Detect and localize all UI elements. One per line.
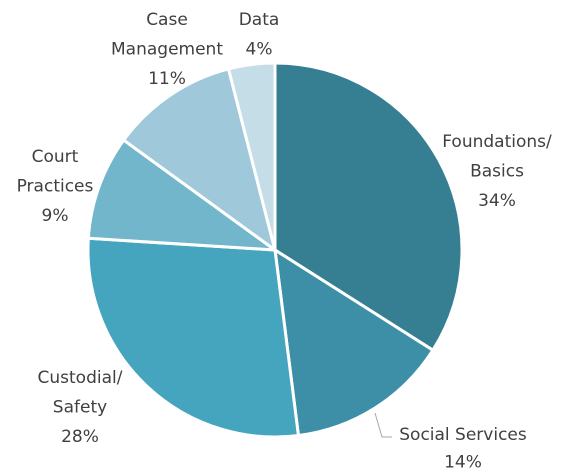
- slice-value-label: 34%: [478, 191, 516, 211]
- slice-value-label: 4%: [246, 40, 273, 60]
- pie-slice: [86, 236, 301, 439]
- slice-value-label: 14%: [444, 453, 482, 473]
- slice-label: Case Management: [111, 10, 223, 60]
- slice-label: Custodial/Safety: [38, 368, 123, 418]
- slice-value-label: 28%: [61, 427, 99, 447]
- slice-value-label: 9%: [42, 206, 69, 226]
- pie-slice: [273, 247, 435, 438]
- slice-label: Data: [239, 10, 280, 30]
- slice-value-label: 11%: [148, 69, 186, 89]
- slice-label: Court Practices: [17, 147, 94, 197]
- pie-slice: [121, 67, 278, 254]
- pie-slice: [226, 61, 277, 251]
- slice-label: Social Services: [399, 425, 527, 445]
- slice-label: Foundations/Basics: [442, 132, 552, 182]
- leader-line: [374, 412, 392, 438]
- pie-slice: [86, 137, 281, 252]
